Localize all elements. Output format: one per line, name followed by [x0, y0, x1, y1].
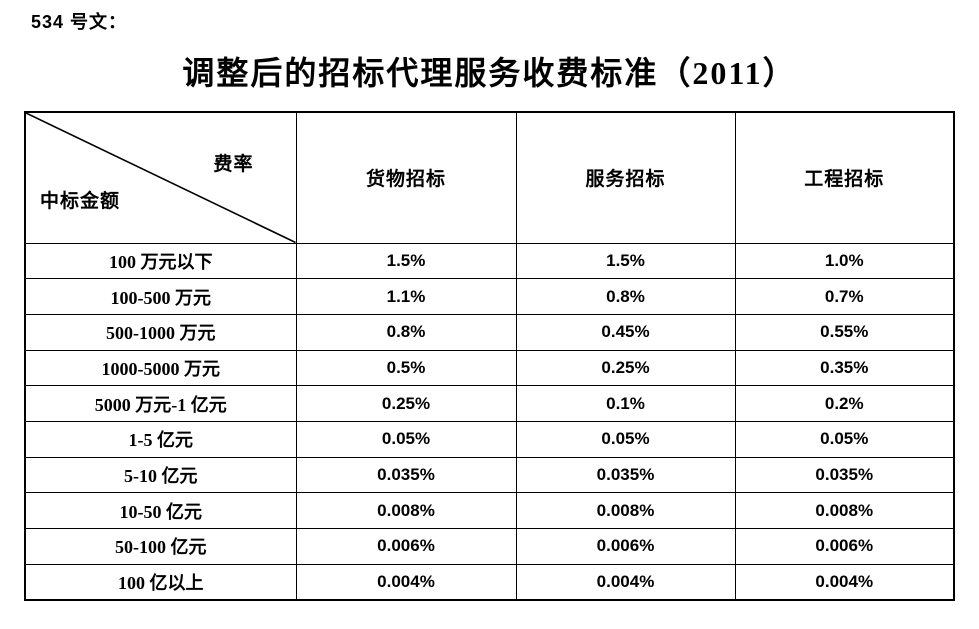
rate-cell: 1.0% [734, 242, 955, 280]
table-row: 10-50 亿元 0.008% 0.008% 0.008% [24, 492, 955, 529]
rate-cell: 0.55% [734, 313, 955, 351]
rate-cell: 0.5% [295, 349, 517, 387]
amount-range-cell: 10-50 亿元 [24, 492, 297, 529]
column-header-3: 工程招标 [734, 111, 955, 244]
corner-rate-label: 费率 [213, 154, 254, 175]
rate-cell: 0.8% [295, 313, 517, 351]
table-row: 500-1000 万元 0.8% 0.45% 0.55% [24, 313, 955, 351]
rate-cell: 0.45% [515, 313, 736, 351]
header-row: 费率 中标金额 货物招标 服务招标 工程招标 [24, 111, 955, 244]
rate-cell: 0.035% [734, 456, 955, 494]
rate-cell: 1.5% [295, 242, 517, 280]
table-row: 100 万元以下 1.5% 1.5% 1.0% [24, 242, 955, 280]
rate-cell: 0.006% [515, 528, 736, 565]
amount-range-cell: 100 亿以上 [24, 563, 297, 601]
table-row: 5-10 亿元 0.035% 0.035% 0.035% [24, 456, 955, 494]
rate-cell: 0.035% [295, 456, 517, 494]
amount-range-cell: 5-10 亿元 [24, 456, 297, 494]
rate-cell: 0.008% [734, 492, 955, 529]
rate-cell: 0.7% [734, 278, 955, 315]
amount-range-cell: 5000 万元-1 亿元 [24, 385, 297, 422]
rate-cell: 0.25% [295, 385, 517, 422]
rate-cell: 0.05% [734, 420, 955, 458]
amount-range-cell: 100 万元以下 [24, 242, 297, 280]
rate-cell: 0.05% [515, 420, 736, 458]
table-row: 100-500 万元 1.1% 0.8% 0.7% [24, 278, 955, 315]
rate-cell: 1.1% [295, 278, 517, 315]
rate-cell: 0.35% [734, 349, 955, 387]
column-header-1: 货物招标 [295, 111, 517, 244]
amount-range-cell: 1-5 亿元 [24, 420, 297, 458]
rate-cell: 0.2% [734, 385, 955, 422]
table-row: 1000-5000 万元 0.5% 0.25% 0.35% [24, 349, 955, 387]
rate-cell: 0.05% [295, 420, 517, 458]
table-row: 1-5 亿元 0.05% 0.05% 0.05% [24, 420, 955, 458]
amount-range-cell: 1000-5000 万元 [24, 349, 297, 387]
fee-table-body: 100 万元以下 1.5% 1.5% 1.0% 100-500 万元 1.1% 0.8% 0.… [24, 242, 955, 601]
table-row: 100 亿以上 0.004% 0.004% 0.004% [24, 563, 955, 601]
amount-range-cell: 50-100 亿元 [24, 528, 297, 565]
column-header-2: 服务招标 [515, 111, 736, 244]
rate-cell: 0.004% [295, 563, 517, 601]
table-row: 50-100 亿元 0.006% 0.006% 0.006% [24, 528, 955, 565]
rate-cell: 0.1% [515, 385, 736, 422]
diagonal-line [26, 113, 296, 243]
rate-cell: 0.004% [734, 563, 955, 601]
rate-cell: 0.008% [515, 492, 736, 529]
rate-cell: 0.004% [515, 563, 736, 601]
rate-cell: 0.035% [515, 456, 736, 494]
corner-header-cell: 费率 中标金额 [24, 111, 297, 244]
rate-cell: 0.006% [295, 528, 517, 565]
table-row: 5000 万元-1 亿元 0.25% 0.1% 0.2% [24, 385, 955, 422]
amount-range-cell: 500-1000 万元 [24, 313, 297, 351]
corner-amount-label: 中标金额 [40, 190, 121, 212]
rate-cell: 0.8% [515, 278, 736, 315]
rate-cell: 0.006% [734, 528, 955, 565]
page-title: 调整后的招标代理服务收费标准（2011） [182, 55, 797, 91]
rate-cell: 0.008% [295, 492, 517, 529]
amount-range-cell: 100-500 万元 [24, 278, 297, 315]
rate-cell: 0.25% [515, 349, 736, 387]
fee-table: 费率 中标金额 货物招标 服务招标 工程招标 100 万元以下 1.5% 1.5% 1.0… [24, 111, 955, 601]
doc-number-label: 534 号文： [31, 12, 128, 32]
rate-cell: 1.5% [515, 242, 736, 280]
